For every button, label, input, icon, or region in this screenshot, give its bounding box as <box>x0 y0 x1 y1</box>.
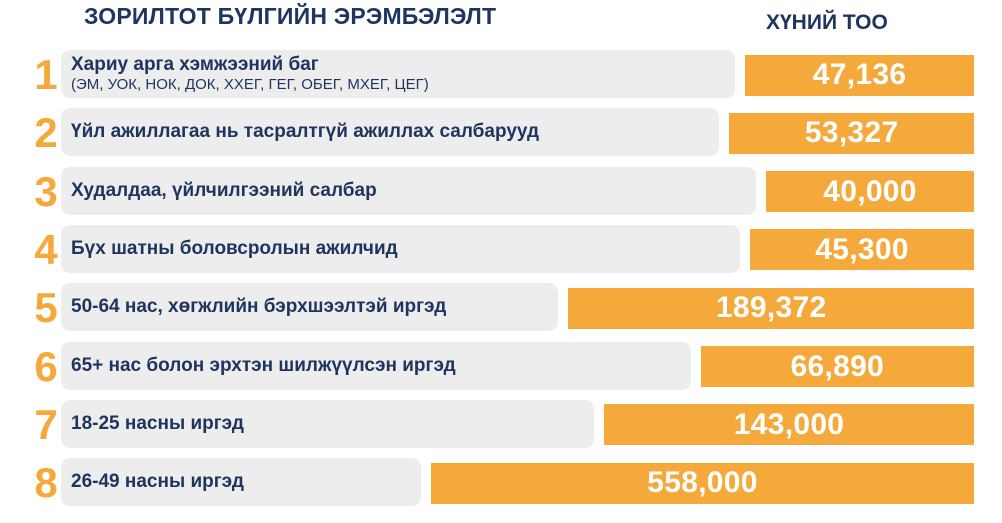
value-bar: 47,136 <box>745 54 974 96</box>
category-label: Хариу арга хэмжээний баг <box>71 54 319 76</box>
category-sublabel: (ЭМ, УОК, НОК, ДОК, ХХЕГ, ГЕГ, ОБЕГ, МХЕ… <box>71 76 429 94</box>
category-label-box: 50-64 нас, хөгжлийн бэрхшээлтэй иргэд <box>61 283 559 332</box>
bar-value-label: 189,372 <box>715 291 827 325</box>
ranking-row: 4 Бүх шатны боловсролын ажилчид 45,300 <box>0 224 1002 273</box>
value-bar: 40,000 <box>766 171 974 213</box>
category-label: Бүх шатны боловсролын ажилчид <box>71 237 398 259</box>
value-bar: 558,000 <box>431 462 974 504</box>
value-bar: 143,000 <box>604 404 974 446</box>
category-label-box: 26-49 насны иргэд <box>61 458 421 507</box>
bar-value-label: 66,890 <box>790 349 885 383</box>
ranking-row: 6 65+ нас болон эрхтэн шилжүүлсэн иргэд 66… <box>0 341 1002 390</box>
rank-number: 2 <box>34 109 58 157</box>
rank-number: 3 <box>34 167 58 215</box>
rank-number: 4 <box>34 225 58 273</box>
rank-number: 8 <box>34 459 58 507</box>
bar-value-label: 143,000 <box>733 407 845 441</box>
category-label-box: 65+ нас болон эрхтэн шилжүүлсэн иргэд <box>61 341 691 390</box>
ranking-row: 2 Үйл ажиллагаа нь тасралтгүй ажиллах сал… <box>0 108 1002 157</box>
bar-value-label: 558,000 <box>647 466 758 500</box>
value-bar: 66,890 <box>700 346 974 387</box>
value-bar: 53,327 <box>729 112 974 154</box>
category-label-box: Үйл ажиллагаа нь тасралтгүй ажиллах салб… <box>61 108 720 157</box>
category-label: 65+ нас болон эрхтэн шилжүүлсэн иргэд <box>71 354 456 376</box>
category-label: 18-25 насны иргэд <box>71 412 244 434</box>
category-label-box: 18-25 насны иргэд <box>61 399 595 448</box>
rank-number: 7 <box>34 400 58 448</box>
bar-value-label: 40,000 <box>823 174 917 208</box>
category-label-box: Бүх шатны боловсролын ажилчид <box>61 224 741 273</box>
rank-number: 5 <box>34 284 58 332</box>
category-label: 50-64 нас, хөгжлийн бэрхшээлтэй иргэд <box>71 296 447 318</box>
ranking-row: 8 26-49 насны иргэд 558,000 <box>0 458 1002 507</box>
bar-value-label: 53,327 <box>804 116 899 150</box>
ranking-row: 3 Худалдаа, үйлчилгээний салбар 40,000 <box>0 166 1002 215</box>
rank-number: 6 <box>34 342 58 390</box>
ranking-row: 7 18-25 насны иргэд 143,000 <box>0 399 1002 448</box>
value-bar: 45,300 <box>750 229 974 271</box>
value-bar: 189,372 <box>568 287 974 329</box>
ranking-row: 1 Хариу арга хэмжээний баг (ЭМ, УОК, НОК, … <box>0 50 1002 98</box>
bar-value-label: 47,136 <box>812 58 907 91</box>
category-label: Худалдаа, үйлчилгээний салбар <box>71 179 377 201</box>
category-label: Үйл ажиллагаа нь тасралтгүй ажиллах салб… <box>71 121 540 143</box>
ranking-row: 5 50-64 нас, хөгжлийн бэрхшээлтэй иргэд 18… <box>0 283 1002 332</box>
rank-number: 1 <box>34 51 58 98</box>
category-label-box: Хариу арга хэмжээний баг (ЭМ, УОК, НОК, Д… <box>61 50 736 98</box>
bar-value-label: 45,300 <box>815 232 909 266</box>
category-label: 26-49 насны иргэд <box>71 471 244 493</box>
count-column-header: ХҮНИЙ ТОО <box>766 11 888 34</box>
category-label-box: Худалдаа, үйлчилгээний салбар <box>61 166 756 215</box>
chart-title: ЗОРИЛТОТ БҮЛГИЙН ЭРЭМБЭЛЭЛТ <box>84 3 497 29</box>
